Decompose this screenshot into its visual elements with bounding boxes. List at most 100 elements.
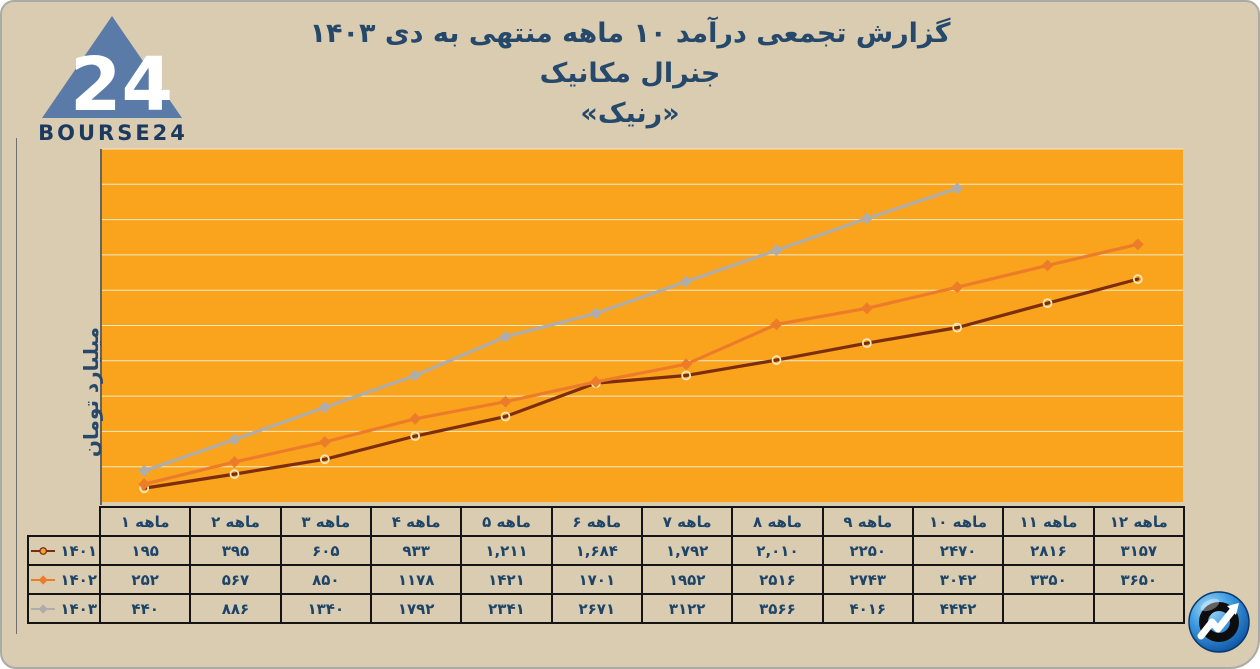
months-header-row: ۱ ماهه ۲ ماهه ۳ ماهه ۴ ماهه ۵ ماهه ۶ ماهه ۷ ما… — [28, 506, 1185, 537]
logo-triangle — [42, 16, 182, 118]
value-cell: ۲۵۲ — [98, 564, 192, 595]
value-cell: ۸۵۰ — [279, 564, 372, 595]
value-cell: ۶۰۵ — [279, 535, 372, 566]
month-header-cell: ۳ ماهه — [279, 506, 372, 537]
data-point-marker — [860, 302, 873, 315]
month-header-cell: ۹ ماهه — [821, 506, 914, 537]
chart-title-line2: جنرال مکانیک — [539, 58, 721, 89]
data-point-marker — [499, 330, 512, 343]
value-cell: ۱۹۵ — [98, 535, 192, 566]
value-cell: ۴۴۴۲ — [911, 593, 1005, 624]
data-point-marker — [229, 469, 240, 480]
value-cell: ۱,۶۸۴ — [550, 535, 643, 566]
month-header-cell: ۱ ماهه — [98, 506, 192, 537]
value-cell: ۱۷۰۱ — [550, 564, 643, 595]
month-header-cell: ۷ ماهه — [640, 506, 734, 537]
bourse24-logo: 24 BOURSE24 — [38, 16, 185, 145]
data-point-marker — [952, 322, 963, 333]
data-point-marker — [771, 355, 782, 365]
value-cell: ۸۸۶ — [189, 593, 282, 624]
value-cell: ۴۴۰ — [98, 593, 192, 624]
legend-year-label: ۱۴۰۳ — [60, 599, 97, 618]
chart-title-block: گزارش تجمعی درآمد ۱۰ ماهه منتهی به دی ۱۴… — [212, 14, 1048, 134]
value-cell: ۳۱۲۲ — [640, 593, 734, 624]
bourse24-ball-icon — [1188, 591, 1250, 653]
revenue-data-table: ۱ ماهه ۲ ماهه ۳ ماهه ۴ ماهه ۵ ماهه ۶ ماهه ۷ ما… — [27, 506, 1185, 624]
value-cell: ۳۰۴۲ — [911, 564, 1005, 595]
month-header-cell: ۸ ماهه — [731, 506, 824, 537]
table-body: ۱۴۰۱ ۱۹۵ ۳۹۵ ۶۰۵ ۹۳۳ ۱,۲۱۱ ۱,۶۸۴ ۱,۷۹۲ ۲,۰۱۰ ۲۲۵۰… — [27, 535, 1185, 624]
value-cell: ۳۱۵۷ — [1092, 535, 1185, 566]
trend-arrowhead — [1227, 603, 1239, 615]
table-row: ۱۴۰۳ ۴۴۰ ۸۸۶ ۱۳۴۰ ۱۷۹۲ ۲۳۴۱ ۲۶۷۱ ۳۱۲۲ ۳۵۶۶ ۴۰۱۶ ۴۴… — [27, 593, 1185, 624]
month-header-cell: ۶ ماهه — [550, 506, 643, 537]
value-cell: ۲۶۷۱ — [550, 593, 643, 624]
value-cell: ۱۱۷۸ — [369, 564, 463, 595]
value-cell: ۲۷۴۳ — [821, 564, 914, 595]
logo-24-text: 24 — [70, 42, 173, 128]
chart-title-line3: «رنیک» — [580, 98, 680, 129]
data-point-marker — [410, 431, 421, 442]
month-header-cell: ۱۱ ماهه — [1002, 506, 1095, 537]
ball-highlight — [1200, 598, 1220, 612]
legend-marker-icon — [31, 603, 56, 614]
value-cell: ۲۵۱۶ — [731, 564, 824, 595]
value-cell — [1002, 593, 1095, 624]
value-cell — [1092, 593, 1185, 624]
data-point-marker — [409, 412, 422, 425]
value-cell: ۲۲۵۰ — [821, 535, 914, 566]
value-cell: ۱,۲۱۱ — [460, 535, 553, 566]
y-axis-title: میلیارد تومان — [79, 326, 103, 458]
table-corner-cell — [28, 507, 100, 536]
legend-cell: ۱۴۰۳ — [27, 593, 101, 624]
value-cell: ۲۴۷۰ — [911, 535, 1005, 566]
data-point-marker — [318, 436, 331, 448]
value-cell: ۲۸۱۶ — [1002, 535, 1095, 566]
data-point-marker — [770, 244, 783, 257]
value-cell: ۳۹۵ — [189, 535, 282, 566]
legend-cell: ۱۴۰۱ — [27, 535, 101, 566]
data-point-marker — [861, 338, 872, 349]
month-header-cell: ۵ ماهه — [460, 506, 553, 537]
series-line-1 — [142, 242, 1140, 486]
data-point-marker — [589, 307, 602, 320]
legend-year-label: ۱۴۰۲ — [60, 570, 97, 589]
value-cell: ۱,۷۹۲ — [640, 535, 734, 566]
value-cell: ۱۹۵۲ — [640, 564, 734, 595]
data-point-marker — [318, 401, 331, 414]
legend-marker-icon — [31, 574, 56, 585]
value-cell: ۱۴۲۱ — [460, 564, 553, 595]
value-cell: ۳۵۶۶ — [731, 593, 824, 624]
data-point-marker — [680, 358, 693, 371]
month-header-cell: ۱۰ ماهه — [911, 506, 1005, 537]
series-line-0 — [142, 277, 1140, 490]
month-header-cell: ۱۲ ماهه — [1092, 506, 1185, 537]
value-cell: ۴۰۱۶ — [821, 593, 914, 624]
legend-marker-icon — [31, 546, 56, 555]
ball-ring — [1199, 602, 1239, 642]
month-header-cell: ۲ ماهه — [189, 506, 282, 537]
data-point-marker — [499, 395, 512, 408]
series-line-2 — [142, 186, 959, 473]
value-cell: ۱۷۹۲ — [369, 593, 463, 624]
value-cell: ۳۳۵۰ — [1002, 564, 1095, 595]
table-row: ۱۴۰۲ ۲۵۲ ۵۶۷ ۸۵۰ ۱۱۷۸ ۱۴۲۱ ۱۷۰۱ ۱۹۵۲ ۲۵۱۶ ۲۷۴۳ ۳۰۴… — [27, 564, 1185, 595]
table-row: ۱۴۰۱ ۱۹۵ ۳۹۵ ۶۰۵ ۹۳۳ ۱,۲۱۱ ۱,۶۸۴ ۱,۷۹۲ ۲,۰۱۰ ۲۲۵۰… — [27, 535, 1185, 566]
data-point-marker — [1132, 274, 1143, 285]
data-point-marker — [500, 411, 511, 422]
trend-arrow-icon — [1197, 606, 1237, 640]
value-cell: ۱۳۴۰ — [279, 593, 372, 624]
value-cell: ۹۳۳ — [369, 535, 463, 566]
data-point-marker — [951, 281, 964, 294]
data-point-marker — [409, 369, 422, 382]
value-cell: ۲۳۴۱ — [460, 593, 553, 624]
legend-cell: ۱۴۰۲ — [27, 564, 101, 595]
value-cell: ۲,۰۱۰ — [731, 535, 824, 566]
month-header-cell: ۴ ماهه — [369, 506, 463, 537]
legend-year-label: ۱۴۰۱ — [60, 541, 97, 560]
chart-frame-line — [16, 138, 17, 634]
data-point-marker — [319, 454, 330, 465]
data-point-marker — [681, 370, 692, 381]
